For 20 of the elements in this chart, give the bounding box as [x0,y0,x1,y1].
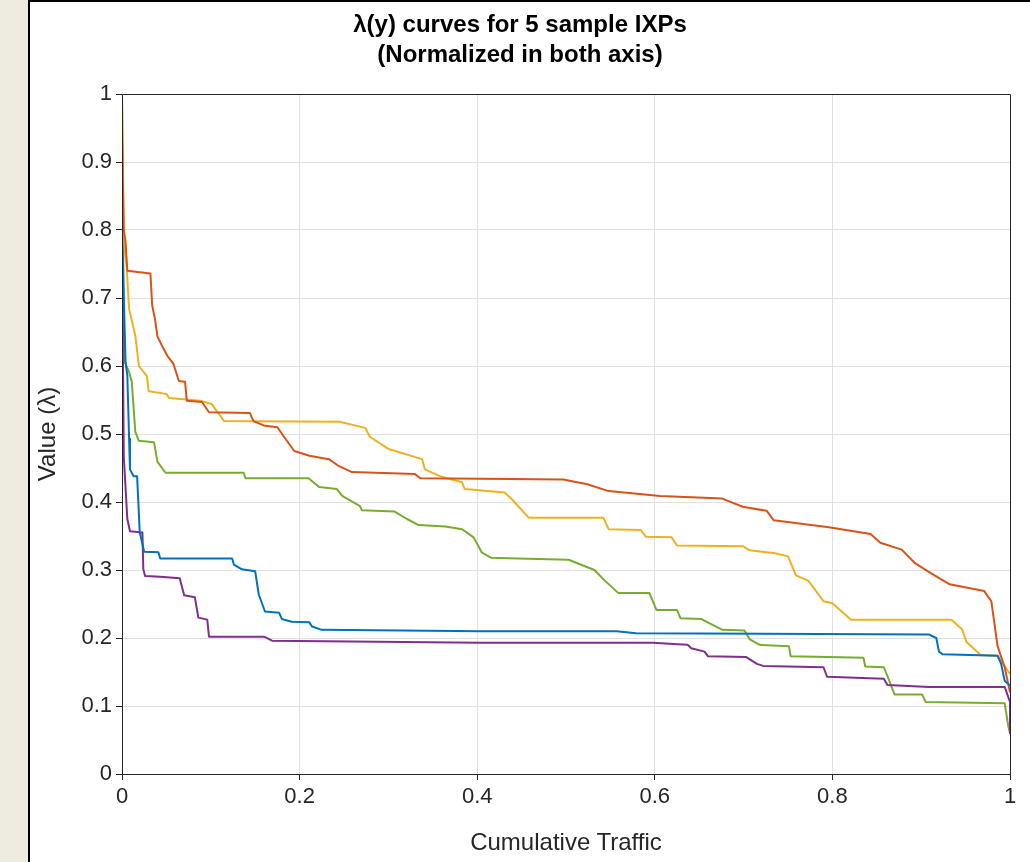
y-tick-label: 0 [99,760,112,786]
y-tick-label: 0.5 [81,420,112,446]
x-tick-label: 1 [1003,783,1017,809]
x-tick-label: 0.6 [639,783,671,809]
y-tick-label: 0.4 [81,488,112,514]
y-tick-label: 0.9 [81,148,112,174]
y-axis-title: Value (λ) [33,386,61,482]
chart-title: λ(y) curves for 5 sample IXPs (Normalized in both axis) [353,9,687,67]
x-tick-label: 0.2 [284,783,315,809]
y-tick-label: 0.3 [81,556,112,582]
x-axis-title: Cumulative Traffic [470,828,662,856]
x-tick-label: 0 [115,783,129,809]
y-tick-label: 0.1 [81,692,112,718]
y-tick-label: 0.6 [81,352,112,378]
y-tick-label: 0.8 [81,216,112,242]
y-tick-label: 0.2 [81,624,112,650]
y-tick-label: 1 [99,80,112,106]
y-tick-label: 0.7 [81,284,112,310]
x-tick-label: 0.8 [817,783,848,809]
x-tick-label: 0.4 [461,783,493,809]
